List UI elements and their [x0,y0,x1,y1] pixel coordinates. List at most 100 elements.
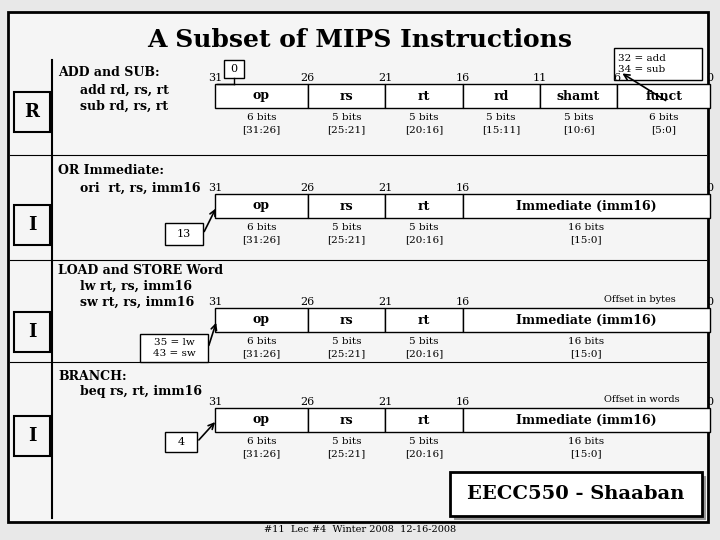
Text: #11  Lec #4  Winter 2008  12-16-2008: #11 Lec #4 Winter 2008 12-16-2008 [264,525,456,535]
Text: 16: 16 [455,297,469,307]
Bar [462,408,710,432]
Text: 0: 0 [706,183,714,193]
Text: 26: 26 [301,73,315,83]
Text: 6 bits: 6 bits [649,113,678,123]
Text: BRANCH:: BRANCH: [58,369,127,382]
Text: [25:21]: [25:21] [328,349,366,359]
Bar [462,308,710,332]
Text: 26: 26 [301,397,315,407]
Text: 6 bits: 6 bits [247,224,276,233]
Text: op: op [253,90,270,103]
Text: 32 = add
34 = sub: 32 = add 34 = sub [618,55,666,73]
Text: ADD and SUB:: ADD and SUB: [58,65,160,78]
Text: rt: rt [418,414,430,427]
Bar [454,476,706,520]
Text: 35 = lw
43 = sw: 35 = lw 43 = sw [153,338,195,357]
Text: 6 bits: 6 bits [247,338,276,347]
Text: Immediate (imm16): Immediate (imm16) [516,199,657,213]
Text: 0: 0 [706,297,714,307]
Text: 21: 21 [378,397,392,407]
Text: op: op [253,199,270,213]
Text: 6 bits: 6 bits [247,113,276,123]
Text: sub rd, rs, rt: sub rd, rs, rt [80,99,168,112]
Text: 5 bits: 5 bits [409,113,438,123]
Bar [385,194,462,218]
Text: [20:16]: [20:16] [405,125,443,134]
Text: [20:16]: [20:16] [405,235,443,245]
Bar [385,84,462,108]
Bar [308,308,385,332]
Text: sw rt, rs, imm16: sw rt, rs, imm16 [80,295,194,308]
Text: rs: rs [340,414,354,427]
Text: rt: rt [418,314,430,327]
Text: OR Immediate:: OR Immediate: [58,164,164,177]
Bar [308,84,385,108]
Text: 16: 16 [455,397,469,407]
Text: 31: 31 [208,297,222,307]
Bar [224,60,244,78]
Text: [25:21]: [25:21] [328,235,366,245]
Text: A Subset of MIPS Instructions: A Subset of MIPS Instructions [148,28,572,52]
Text: 21: 21 [378,73,392,83]
Text: 13: 13 [177,229,191,239]
Text: 31: 31 [208,397,222,407]
Text: op: op [253,314,270,327]
Text: 5 bits: 5 bits [409,338,438,347]
Text: 5 bits: 5 bits [332,437,361,447]
Text: [25:21]: [25:21] [328,125,366,134]
Text: rd: rd [493,90,509,103]
Text: [20:16]: [20:16] [405,349,443,359]
Text: Offset in words: Offset in words [604,395,680,404]
Text: R: R [24,103,40,121]
Bar [140,334,208,362]
Text: 5 bits: 5 bits [409,224,438,233]
Text: LOAD and STORE Word: LOAD and STORE Word [58,264,223,276]
Bar [540,84,617,108]
Text: lw rt, rs, imm16: lw rt, rs, imm16 [80,280,192,293]
Text: 0: 0 [706,73,714,83]
Text: rt: rt [418,90,430,103]
Bar [614,48,702,80]
Text: beq rs, rt, imm16: beq rs, rt, imm16 [80,386,202,399]
Text: [31:26]: [31:26] [243,235,281,245]
Text: 11: 11 [533,73,547,83]
Text: 5 bits: 5 bits [332,113,361,123]
Text: I: I [28,216,36,234]
Text: op: op [253,414,270,427]
Text: [25:21]: [25:21] [328,449,366,458]
Text: 16: 16 [455,183,469,193]
Text: I: I [28,427,36,445]
Text: 6 bits: 6 bits [247,437,276,447]
Bar [215,84,308,108]
Text: rs: rs [340,199,354,213]
Bar [462,84,540,108]
Text: Immediate (imm16): Immediate (imm16) [516,414,657,427]
Text: 31: 31 [208,73,222,83]
Text: 5 bits: 5 bits [332,224,361,233]
Text: 16 bits: 16 bits [568,224,604,233]
Text: rs: rs [340,90,354,103]
Text: 0: 0 [230,64,238,74]
Text: 4: 4 [177,437,184,447]
Text: [31:26]: [31:26] [243,349,281,359]
Bar [14,205,50,245]
Text: [5:0]: [5:0] [651,125,676,134]
Text: EECC550 - Shaaban: EECC550 - Shaaban [467,485,685,503]
Text: 16 bits: 16 bits [568,338,604,347]
Text: rt: rt [418,199,430,213]
Bar [462,194,710,218]
Text: [15:0]: [15:0] [570,235,602,245]
Text: 5 bits: 5 bits [487,113,516,123]
Text: 0: 0 [706,397,714,407]
Bar [165,432,197,452]
Text: 16 bits: 16 bits [568,437,604,447]
Text: shamt: shamt [557,90,600,103]
Text: 31: 31 [208,183,222,193]
Bar [215,308,308,332]
Text: ori  rt, rs, imm16: ori rt, rs, imm16 [80,181,200,194]
Bar [450,472,702,516]
Text: [15:0]: [15:0] [570,449,602,458]
Bar [617,84,710,108]
Text: [20:16]: [20:16] [405,449,443,458]
Text: 5 bits: 5 bits [564,113,593,123]
